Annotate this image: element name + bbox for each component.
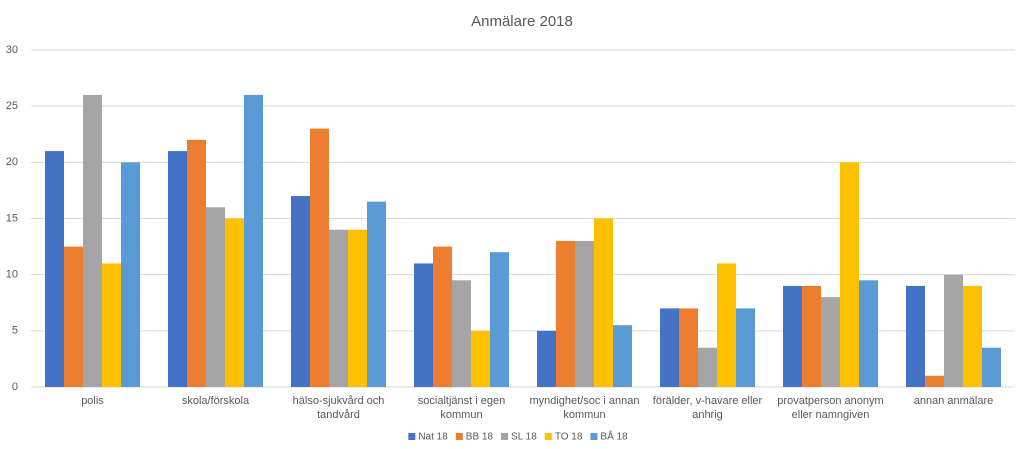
- legend-swatch: [590, 433, 598, 440]
- legend: Nat 18 BB 18 SL 18 TO 18 BÅ 18: [408, 430, 628, 443]
- x-tick-label-box: annan anmälare: [913, 395, 994, 407]
- x-tick-label: hälso-sjukvård och tandvård: [292, 395, 385, 421]
- bar: [329, 229, 348, 387]
- x-tick-label: annan anmälare: [913, 395, 994, 407]
- y-tick-label: 0: [12, 381, 18, 393]
- bar: [45, 151, 64, 387]
- bar: [310, 128, 329, 387]
- bar: [698, 347, 717, 387]
- bar: [925, 375, 944, 387]
- bar: [840, 162, 859, 387]
- x-tick-label-box: hälso-sjukvård och tandvård: [292, 395, 385, 421]
- bar: [537, 330, 556, 387]
- bar: [906, 285, 925, 387]
- bar: [433, 246, 452, 387]
- y-tick-label: 30: [6, 44, 18, 56]
- bar: [802, 285, 821, 387]
- bar: [83, 94, 102, 387]
- legend-swatch: [455, 433, 463, 440]
- legend-swatch: [501, 433, 509, 440]
- y-tick-label: 5: [12, 325, 18, 337]
- bar: [168, 151, 187, 387]
- legend-label: Nat 18: [418, 432, 448, 443]
- bar: [679, 308, 698, 387]
- bar: [367, 201, 386, 387]
- x-tick-label-box: provatperson anonym eller namngiven: [777, 395, 884, 421]
- bar: [859, 280, 878, 387]
- x-tick-label-box: myndighet/soc i annan kommun: [529, 395, 640, 421]
- bar: [556, 240, 575, 387]
- bar: [963, 285, 982, 387]
- y-tick-label: 20: [6, 156, 18, 168]
- bar: [944, 274, 963, 387]
- x-tick-label: skola/förskola: [181, 395, 250, 407]
- bar: [291, 196, 310, 387]
- bar: [206, 207, 225, 387]
- x-tick-label-box: förälder, v-havare eller anhrig: [652, 395, 763, 421]
- bar: [821, 297, 840, 387]
- y-tick-label: 15: [6, 212, 18, 224]
- bar: [982, 347, 1001, 387]
- bar: [348, 229, 367, 387]
- x-tick-label-box: polis: [81, 395, 104, 407]
- x-tick-label: förälder, v-havare eller anhrig: [652, 395, 763, 421]
- x-tick-label: myndighet/soc i annan kommun: [529, 395, 640, 421]
- bar: [660, 308, 679, 387]
- bar: [717, 263, 736, 387]
- x-tick-label: provatperson anonym eller namngiven: [777, 395, 884, 421]
- chart-title: Anmälare 2018: [471, 13, 573, 30]
- legend-swatch: [544, 433, 552, 440]
- bar: [244, 94, 263, 387]
- bar: [187, 139, 206, 387]
- legend-label: BB 18: [466, 432, 494, 443]
- bar: [64, 246, 83, 387]
- bar: [736, 308, 755, 387]
- bar: [490, 252, 509, 387]
- bar: [225, 218, 244, 387]
- x-tick-label: socialtjänst i egen kommun: [417, 395, 506, 421]
- bar: [471, 330, 490, 387]
- bar: [102, 263, 121, 387]
- y-tick-label: 10: [6, 269, 18, 281]
- x-tick-label: polis: [81, 395, 104, 407]
- x-tick-label-box: skola/förskola: [181, 395, 250, 407]
- bar: [452, 280, 471, 387]
- x-tick-label-box: socialtjänst i egen kommun: [417, 395, 506, 421]
- bar: [594, 218, 613, 387]
- legend-label: SL 18: [511, 432, 537, 443]
- bar: [613, 325, 632, 387]
- bar: [414, 263, 433, 387]
- legend-label: BÅ 18: [600, 430, 628, 443]
- legend-label: TO 18: [555, 432, 583, 443]
- bar: [121, 162, 140, 387]
- bar: [575, 240, 594, 387]
- y-tick-label: 25: [6, 100, 18, 112]
- legend-swatch: [408, 433, 416, 440]
- bar: [783, 285, 802, 387]
